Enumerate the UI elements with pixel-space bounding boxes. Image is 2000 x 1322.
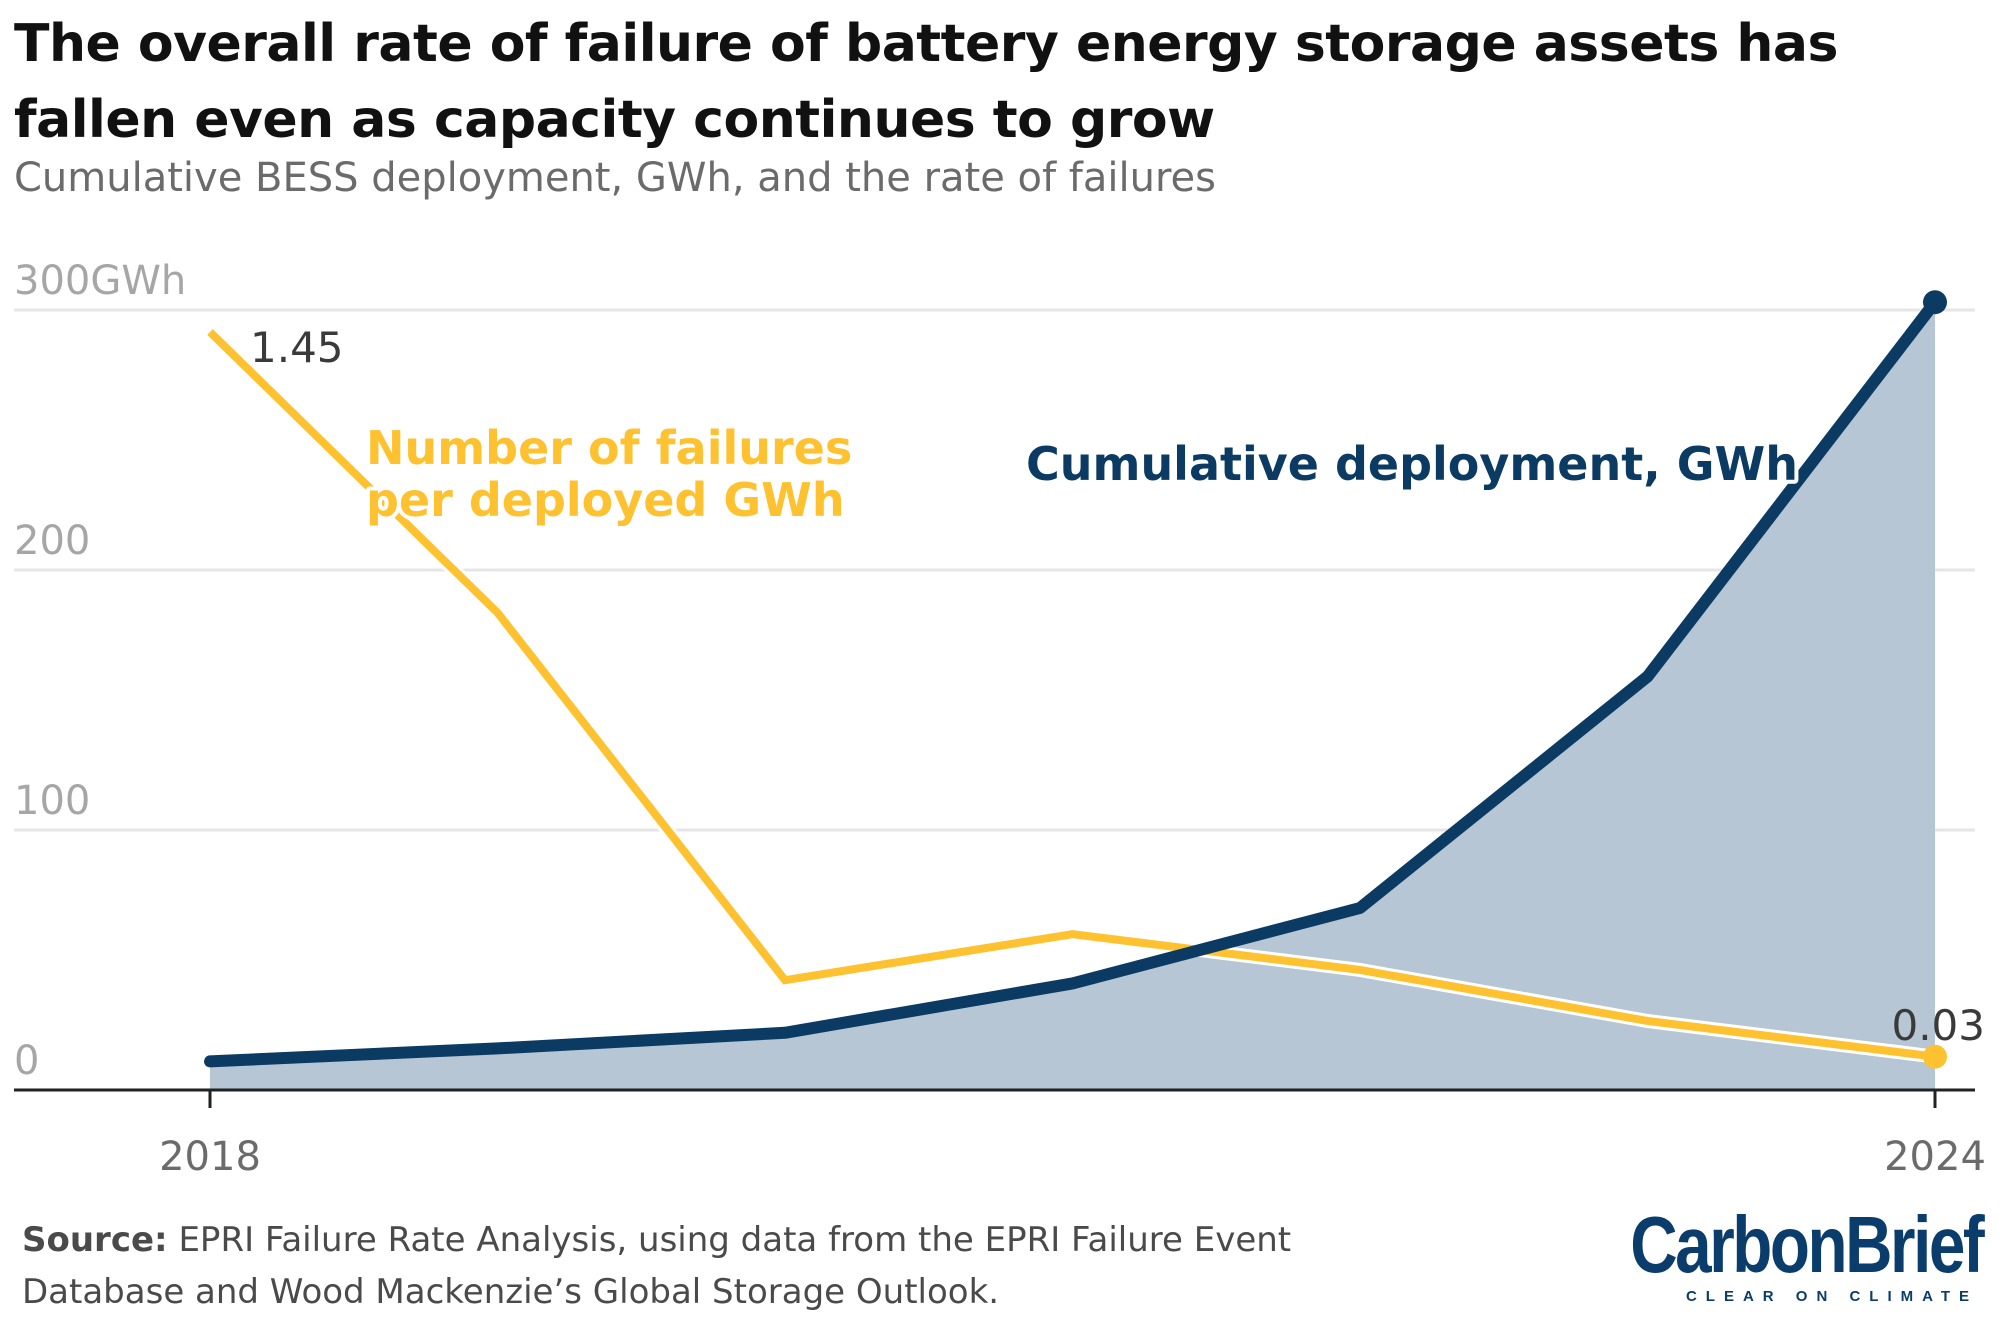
y-tick-label: 100 <box>14 778 90 824</box>
source-text: EPRI Failure Rate Analysis, using data f… <box>22 1220 1292 1312</box>
source-note: Source: EPRI Failure Rate Analysis, usin… <box>22 1214 1322 1318</box>
y-tick-label: 0 <box>14 1038 39 1084</box>
logo-wordmark: CarbonBrief <box>1630 1200 1984 1289</box>
deployment-area <box>210 302 1935 1090</box>
deployment-line <box>204 296 1941 1068</box>
deployment-series-label: Cumulative deployment, GWh <box>1026 437 1798 491</box>
start-value-label: 1.45 <box>250 323 344 372</box>
chart-subtitle: Cumulative BESS deployment, GWh, and the… <box>14 155 1216 201</box>
y-tick-label: 200 <box>14 518 90 564</box>
failures-line <box>207 329 1936 1061</box>
failures-series-label-line2-halo: per deployed GWh <box>366 473 845 527</box>
failures-series-label-line1-halo: Number of failures <box>366 421 852 475</box>
failures-series-label-line1: Number of failures <box>366 421 852 475</box>
y-tick-label: 300GWh <box>14 258 186 304</box>
deployment-series-label-halo: Cumulative deployment, GWh <box>1026 437 1798 491</box>
x-tick-label: 2018 <box>159 1134 261 1180</box>
x-axis <box>14 1088 1975 1108</box>
failures-series-label-line2: per deployed GWh <box>366 473 845 527</box>
carbonbrief-logo: CarbonBrief CLEAR ON CLIMATE <box>1630 1200 1990 1310</box>
x-tick-label: 2024 <box>1884 1134 1986 1180</box>
series-lines <box>204 290 1947 1069</box>
logo-tagline: CLEAR ON CLIMATE <box>1685 1288 1978 1305</box>
chart-labels: 300GWh 200 100 0 2018 2024 1.45 0.03 Number of f… <box>14 258 1986 1180</box>
chart-plot: 300GWh 200 100 0 2018 2024 1.45 0.03 Number of f… <box>14 258 1986 1180</box>
deployment-end-point <box>1923 290 1947 315</box>
source-label: Source: <box>22 1220 168 1260</box>
deployment-area-fill <box>210 302 1935 1090</box>
chart-title: The overall rate of failure of battery e… <box>14 14 1838 150</box>
failures-end-point <box>1923 1044 1947 1069</box>
end-value-label: 0.03 <box>1891 1001 1985 1050</box>
